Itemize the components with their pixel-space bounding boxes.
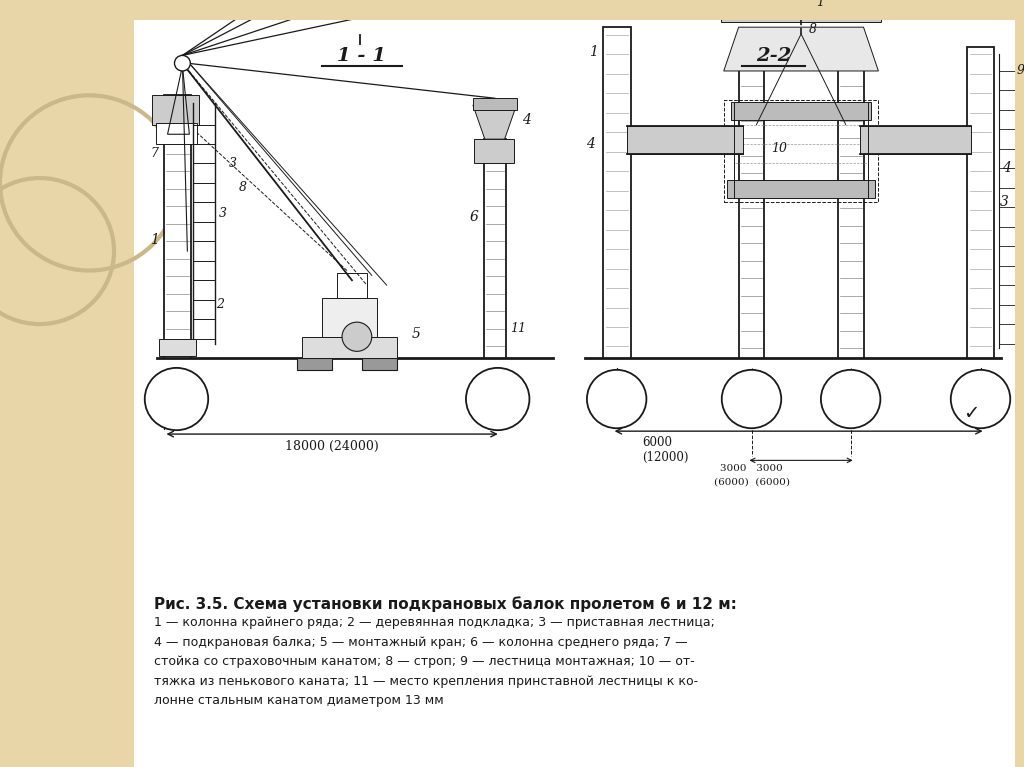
Circle shape: [722, 370, 781, 428]
Text: лонне стальным канатом диаметром 13 мм: лонне стальным канатом диаметром 13 мм: [154, 694, 443, 707]
Circle shape: [174, 55, 190, 71]
Bar: [159, 339, 197, 356]
Text: 3: 3: [219, 207, 227, 220]
Text: 8: 8: [809, 22, 817, 35]
Text: 11: 11: [511, 322, 526, 335]
Bar: [134, 21, 1015, 767]
Bar: [738, 61, 764, 358]
Text: 4: 4: [586, 137, 595, 151]
Bar: [164, 95, 191, 358]
Text: 2-2: 2-2: [756, 48, 791, 65]
Bar: [152, 95, 200, 124]
Text: 7: 7: [151, 147, 159, 160]
Text: 6000
(12000): 6000 (12000): [642, 436, 689, 464]
Text: 1 — колонна крайнего ряда; 2 — деревянная подкладка; 3 — приставная лестница;: 1 — колонна крайнего ряда; 2 — деревянна…: [154, 616, 715, 629]
Text: 3: 3: [229, 157, 237, 170]
Bar: [156, 123, 198, 144]
Circle shape: [342, 322, 372, 351]
Circle shape: [466, 368, 529, 430]
Bar: [859, 127, 971, 153]
Text: 2: 2: [216, 298, 224, 311]
Text: 3: 3: [999, 196, 1009, 209]
Text: 1 - 1: 1 - 1: [338, 48, 386, 65]
Bar: [721, 8, 882, 22]
Text: (6000)  (6000): (6000) (6000): [714, 478, 790, 487]
Polygon shape: [473, 105, 516, 139]
Bar: [473, 98, 516, 110]
Bar: [727, 180, 876, 198]
Text: 5: 5: [412, 327, 420, 341]
Text: 8: 8: [239, 181, 247, 194]
Circle shape: [821, 370, 881, 428]
Bar: [361, 358, 396, 370]
Bar: [474, 139, 514, 163]
Bar: [302, 337, 396, 358]
Text: 18000 (24000): 18000 (24000): [286, 440, 379, 453]
Bar: [297, 358, 332, 370]
Text: стойка со страховочным канатом; 8 — строп; 9 — лестница монтажная; 10 — от-: стойка со страховочным канатом; 8 — стро…: [154, 655, 694, 668]
Text: 4 — подкрановая балка; 5 — монтажный кран; 6 — колонна среднего ряда; 7 —: 4 — подкрановая балка; 5 — монтажный кра…: [154, 636, 687, 649]
Bar: [627, 127, 742, 153]
Text: 4: 4: [522, 113, 531, 127]
Bar: [838, 61, 863, 358]
Bar: [967, 47, 994, 358]
Bar: [323, 298, 377, 337]
Text: 4: 4: [1002, 161, 1012, 176]
Circle shape: [950, 370, 1011, 428]
Text: Рис. 3.5. Схема установки подкрановых балок пролетом 6 и 12 м:: Рис. 3.5. Схема установки подкрановых ба…: [154, 597, 736, 612]
Text: ✓: ✓: [964, 404, 980, 423]
Text: 1: 1: [816, 0, 824, 9]
Text: 9: 9: [1016, 64, 1024, 77]
Circle shape: [144, 368, 208, 430]
Bar: [731, 102, 871, 120]
Bar: [483, 139, 506, 358]
Bar: [337, 274, 367, 298]
Circle shape: [587, 370, 646, 428]
Text: 10: 10: [771, 143, 787, 156]
Text: 1: 1: [589, 44, 598, 58]
Polygon shape: [724, 27, 879, 71]
Bar: [603, 27, 631, 358]
Text: 3000   3000: 3000 3000: [720, 464, 783, 473]
Text: 1: 1: [150, 233, 159, 247]
Text: тяжка из пенькового каната; 11 — место крепления принставной лестницы к ко-: тяжка из пенькового каната; 11 — место к…: [154, 674, 697, 687]
Text: 6: 6: [470, 210, 479, 224]
